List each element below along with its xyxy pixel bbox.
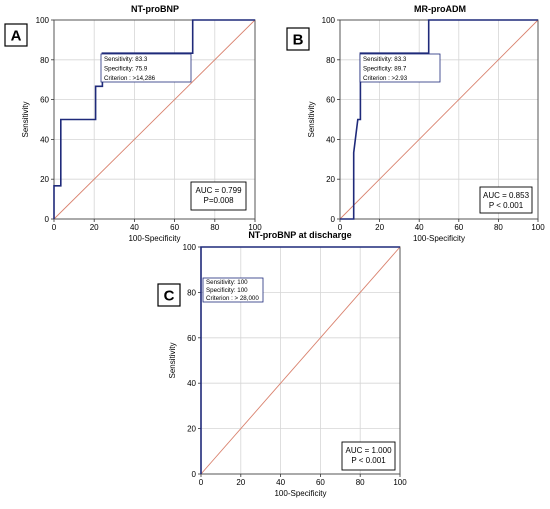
x-tick-label: 0 [199,478,204,487]
y-tick-label: 0 [45,215,50,224]
criterion-line: Specificity: 75.9 [104,65,148,72]
x-tick-label: 0 [52,223,57,232]
x-axis-label: 100-Specificity [413,234,465,243]
reference-line [339,19,539,220]
x-tick-label: 100 [248,223,262,232]
chart-title: NT-proBNP [131,4,179,14]
criterion-box [100,53,192,83]
y-tick-label: 60 [326,96,335,105]
x-tick-label: 40 [276,478,285,487]
roc-curve [200,246,400,474]
criterion-line: Sensitivity: 83.3 [104,56,148,63]
panel-label-box [4,23,28,47]
criterion-line: Sensitivity: 83.3 [363,56,407,63]
x-axis-label: 100-Specificity [128,234,180,243]
y-tick-label: 20 [187,425,196,434]
y-tick-label: 40 [326,135,335,144]
auc-value: AUC = 1.000 [345,446,392,455]
x-tick-label: 40 [415,223,424,232]
plot-frame [53,19,256,220]
roc-panel-b: MR-proADM B 0 20 40 60 80 100 0 20 40 60 80 100 100-Sp… [286,4,545,243]
p-value: P=0.008 [203,196,234,205]
panel-label: A [11,28,22,45]
p-value: P < 0.001 [489,201,524,210]
x-axis-label: 100-Specificity [274,489,326,498]
roc-curve [340,19,538,220]
y-tick-label: 0 [192,470,197,479]
criterion-line: Criterion : >2.93 [363,75,408,82]
criterion-line: Criterion : > 28,000 [206,295,259,302]
auc-value: AUC = 0.799 [195,186,242,195]
x-tick-label: 20 [236,478,245,487]
y-tick-label: 20 [326,175,335,184]
x-tick-label: 100 [393,478,407,487]
y-tick-label: 40 [187,379,196,388]
x-tick-label: 80 [494,223,503,232]
y-tick-label: 40 [40,135,49,144]
y-tick-label: 80 [326,56,335,65]
y-axis-label: Sensitivity [307,101,316,137]
auc-box [479,186,533,214]
y-axis-label: Sensitivity [168,342,177,378]
y-tick-label: 80 [187,288,196,297]
x-tick-label: 20 [375,223,384,232]
criterion-line: Criterion : >14,286 [104,75,156,82]
roc-panel-c: NT-proBNP at discharge C 0 20 40 60 80 100 0 20 40… [157,230,407,498]
x-tick-label: 60 [170,223,179,232]
y-tick-label: 20 [40,175,49,184]
y-tick-label: 0 [331,215,336,224]
chart-title: NT-proBNP at discharge [248,230,351,240]
reference-line [200,246,401,475]
reference-line [53,19,256,220]
x-tick-label: 60 [454,223,463,232]
x-tick-label: 20 [90,223,99,232]
panel-label-box [157,283,181,307]
y-axis-label: Sensitivity [21,101,30,137]
criterion-line: Sensitivity: 100 [206,279,248,286]
x-tick-label: 80 [210,223,219,232]
x-tick-label: 80 [356,478,365,487]
y-tick-label: 60 [40,96,49,105]
criterion-box [202,277,264,303]
auc-value: AUC = 0.853 [483,191,530,200]
x-tick-label: 40 [130,223,139,232]
y-tick-label: 80 [40,56,49,65]
criterion-box [359,53,441,83]
auc-box [341,441,396,471]
panel-label-box [286,27,310,51]
criterion-line: Specificity: 89.7 [363,65,407,72]
y-tick-label: 60 [187,334,196,343]
auc-box [190,181,247,211]
chart-title: MR-proADM [414,4,466,14]
roc-panel-a: NT-proBNP A 0 20 40 60 80 100 0 20 40 60 80 100 100-Sp… [4,4,262,243]
y-tick-label: 100 [183,243,197,252]
x-tick-label: 0 [338,223,343,232]
panel-label: B [293,32,304,49]
panel-label: C [164,288,175,305]
criterion-line: Specificity: 100 [206,287,248,294]
x-tick-label: 100 [531,223,545,232]
x-tick-label: 60 [316,478,325,487]
roc-curve [53,19,255,219]
p-value: P < 0.001 [351,456,386,465]
y-tick-label: 100 [322,16,336,25]
y-tick-label: 100 [36,16,50,25]
